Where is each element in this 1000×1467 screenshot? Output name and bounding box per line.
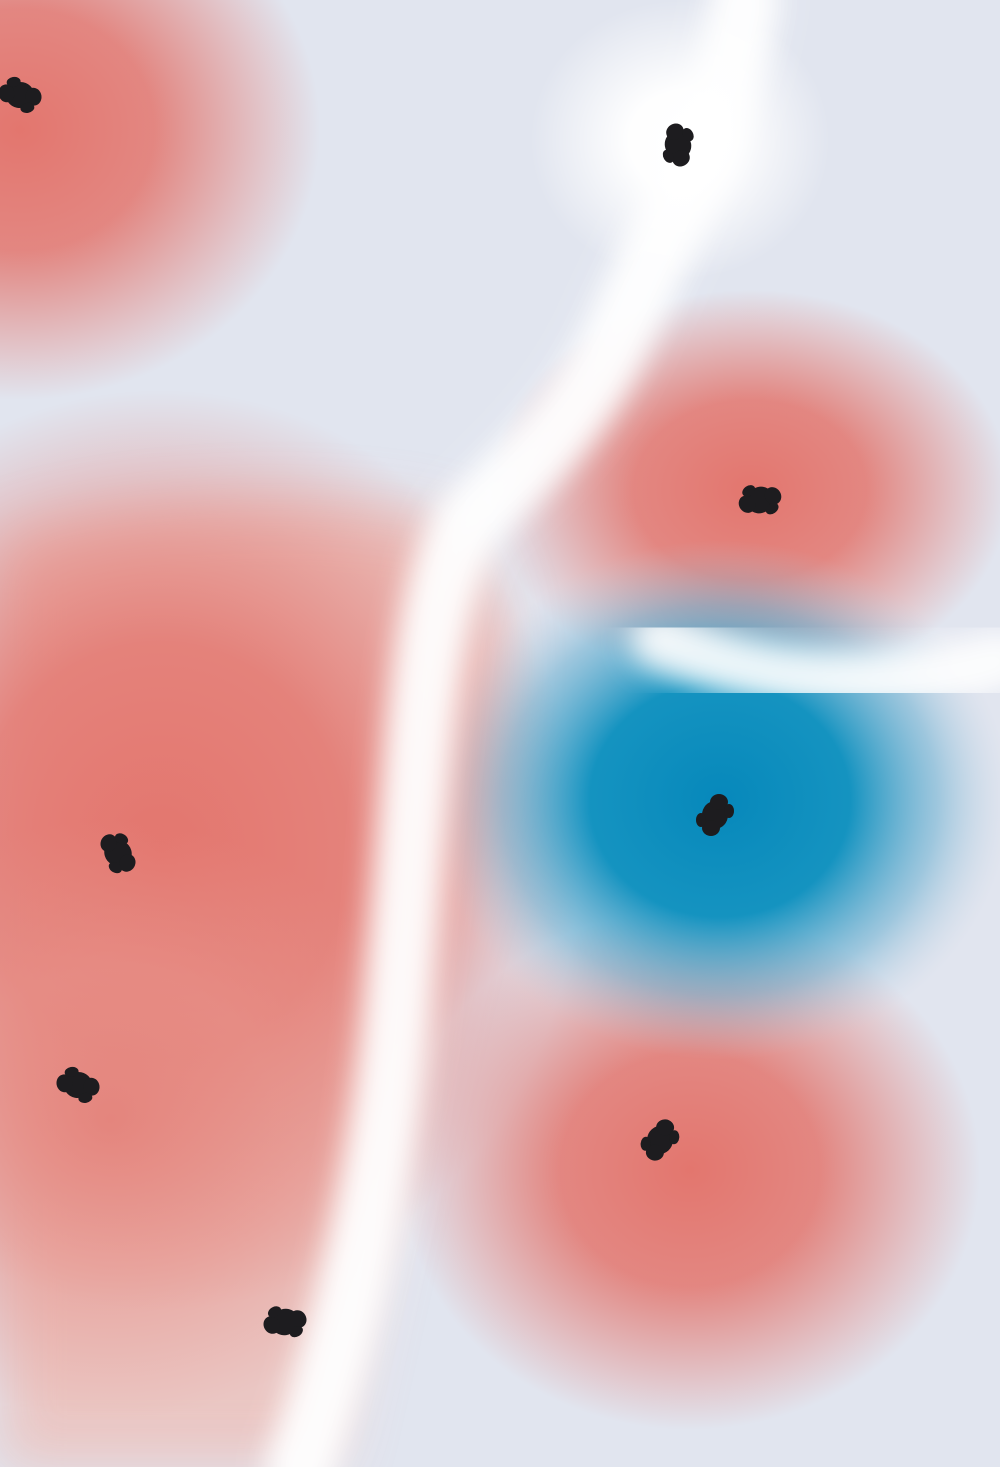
marker-middle-right (696, 794, 734, 836)
marker-top-left (0, 76, 42, 113)
neutral-ridge-right (630, 610, 1000, 711)
marker-lower-right (640, 1119, 680, 1161)
marker-left-lower (56, 1066, 100, 1103)
warm-region-top-left (0, 0, 320, 400)
marker-bottom-left (263, 1306, 307, 1338)
markers (0, 76, 782, 1338)
warm-region-lower-right (400, 910, 980, 1430)
marker-left-middle (100, 833, 136, 874)
marker-upper-right (738, 485, 782, 515)
marker-top-center (662, 123, 694, 167)
